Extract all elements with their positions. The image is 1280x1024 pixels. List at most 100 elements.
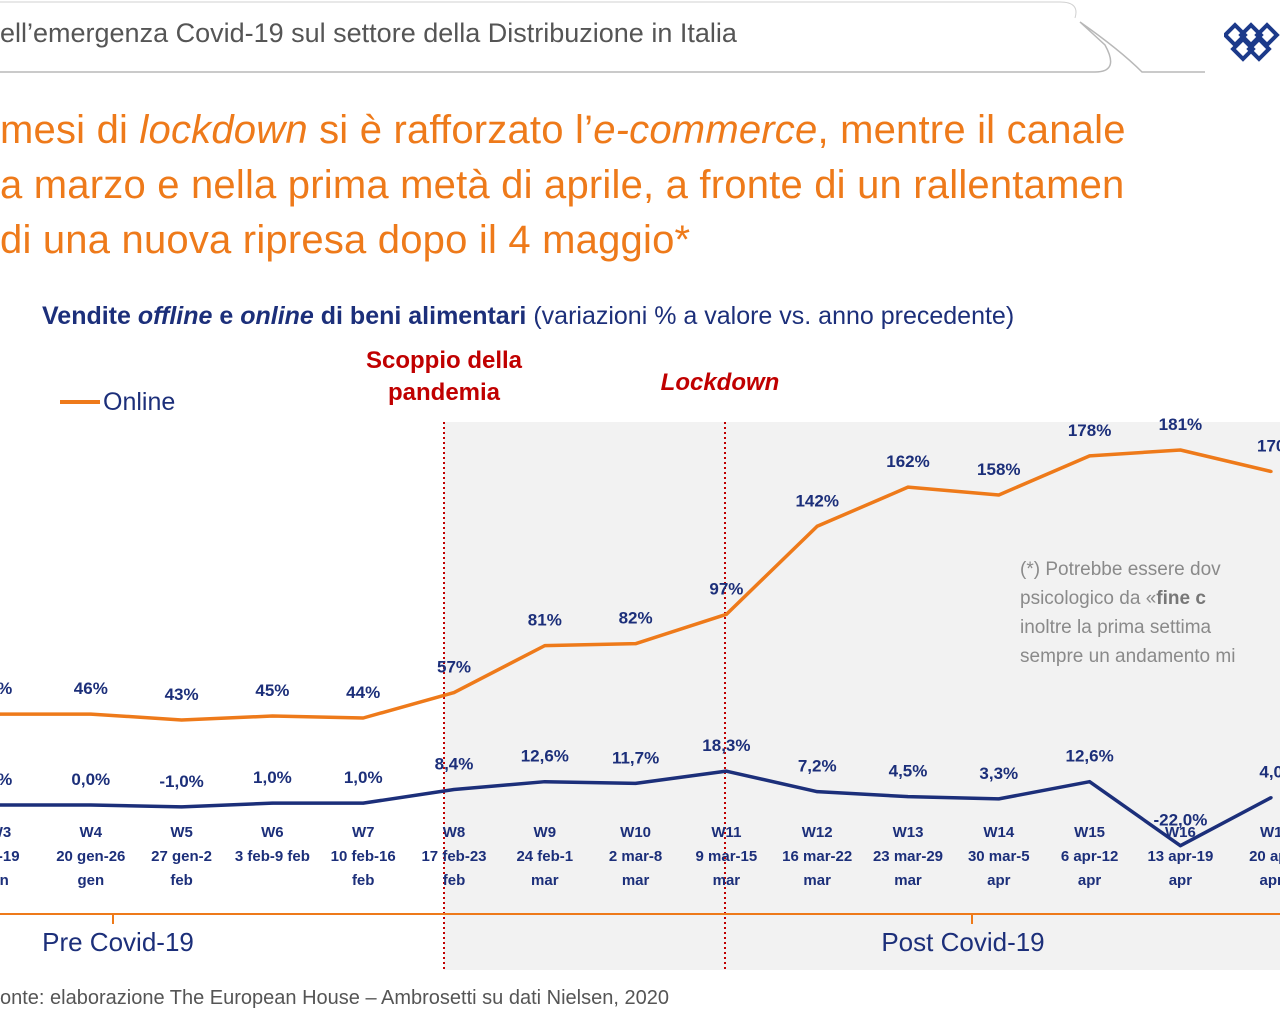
- data-point-offline: [1088, 780, 1092, 784]
- x-date-label: mar: [803, 872, 831, 889]
- data-point-offline: [452, 787, 456, 791]
- data-label-offline: 0,0%: [71, 770, 110, 789]
- headline-text: mesi di: [0, 108, 140, 152]
- x-tick-label: W10: [620, 824, 651, 841]
- data-point-offline: [724, 769, 728, 773]
- subtitle-text: online: [240, 302, 314, 330]
- headline-text: si è rafforzato l’: [307, 108, 594, 152]
- x-tick-label: W8: [443, 824, 466, 841]
- event-label: pandemia: [388, 379, 501, 406]
- x-date-label: apr: [1169, 872, 1193, 889]
- x-date-label: gen: [77, 872, 104, 889]
- x-date-label: apr: [1078, 872, 1102, 889]
- x-date-label: 16 mar-22: [782, 848, 852, 865]
- data-point-online: [815, 524, 819, 528]
- data-label-online: 6%: [0, 679, 12, 698]
- x-date-label: 9 mar-15: [696, 848, 758, 865]
- data-point-online: [452, 691, 456, 695]
- x-tick-label: W1: [1260, 824, 1280, 841]
- data-label-online: 43%: [165, 685, 199, 704]
- data-point-online: [906, 485, 910, 489]
- data-point-offline: [1178, 844, 1182, 848]
- data-label-online: 97%: [709, 579, 743, 598]
- data-point-online: [724, 612, 728, 616]
- data-label-online: 170: [1257, 437, 1280, 456]
- headline-line-2: a marzo e nella prima metà di aprile, a …: [0, 163, 1125, 207]
- footnote-text-bold: fine c: [1156, 588, 1206, 609]
- data-label-online: 82%: [619, 609, 653, 628]
- x-date-label: mar: [894, 872, 922, 889]
- data-point-online: [543, 644, 547, 648]
- x-date-label: en: [0, 872, 9, 889]
- data-label-online: 46%: [74, 679, 108, 698]
- data-point-online: [0, 712, 2, 716]
- data-label-offline: 18,3%: [702, 736, 750, 755]
- legend-online-label: Online: [103, 388, 175, 416]
- headline-line-3: di una nuova ripresa dopo il 4 maggio*: [0, 218, 691, 262]
- data-point-offline: [997, 797, 1001, 801]
- data-label-offline: 7,2%: [798, 757, 837, 776]
- header-decoration: [0, 1, 1205, 73]
- ambrosetti-logo-icon: [1224, 22, 1280, 62]
- data-point-online: [634, 642, 638, 646]
- post-covid-shading: [444, 422, 1280, 970]
- x-date-label: feb: [170, 872, 193, 889]
- x-date-label: 20 apr: [1249, 848, 1280, 865]
- x-date-label: feb: [352, 872, 375, 889]
- data-label-online: 158%: [977, 460, 1020, 479]
- x-tick-label: W5: [170, 824, 193, 841]
- x-date-label: 23 mar-29: [873, 848, 943, 865]
- chart-subtitle: Vendite offline e online di beni aliment…: [42, 302, 1014, 331]
- x-date-label: mar: [713, 872, 741, 889]
- footnote-text: psicologico da «: [1020, 588, 1157, 609]
- subtitle-text: offline: [137, 302, 213, 330]
- period-label-post: Post Covid-19: [881, 927, 1044, 957]
- footnote-line: inoltre la prima settima: [1020, 617, 1212, 638]
- subtitle-text: Vendite: [42, 302, 138, 330]
- data-point-offline: [89, 803, 93, 807]
- headline-text-italic: lockdown: [139, 108, 308, 152]
- data-label-online: 57%: [437, 658, 471, 677]
- data-label-online: 181%: [1159, 415, 1202, 434]
- data-label-online: 162%: [886, 452, 929, 471]
- data-label-offline: 12,6%: [1065, 747, 1113, 766]
- data-point-offline: [180, 805, 184, 809]
- data-label-offline: -1,0%: [159, 772, 203, 791]
- x-tick-label: W6: [261, 824, 284, 841]
- data-point-offline: [0, 803, 2, 807]
- header-title: ell’emergenza Covid-19 sul settore della…: [0, 18, 737, 48]
- x-tick-label: W11: [711, 824, 741, 841]
- x-date-label: 13 apr-19: [1147, 848, 1213, 865]
- data-point-online: [1178, 448, 1182, 452]
- x-tick-label: W7: [352, 824, 375, 841]
- data-point-online: [361, 716, 365, 720]
- data-point-offline: [906, 795, 910, 799]
- x-tick-label: W9: [534, 824, 557, 841]
- data-point-online: [180, 718, 184, 722]
- data-point-online: [89, 712, 93, 716]
- x-date-label: 17 feb-23: [421, 848, 486, 865]
- data-label-offline: 0%: [0, 770, 12, 789]
- period-label-pre: Pre Covid-19: [42, 927, 194, 957]
- data-label-online: 45%: [255, 681, 289, 700]
- headline-line-1: mesi di lockdown si è rafforzato l’e-com…: [0, 108, 1126, 153]
- data-point-online: [1269, 470, 1273, 474]
- data-point-offline: [1269, 796, 1273, 800]
- footnote-line: sempre un andamento mi: [1020, 646, 1236, 667]
- data-label-offline: 4,0: [1259, 763, 1280, 782]
- headline-text: , mentre il canale: [817, 108, 1126, 152]
- data-label-online: 81%: [528, 611, 562, 630]
- subtitle-text: e: [212, 302, 241, 330]
- data-label-offline: 1,0%: [344, 768, 383, 787]
- event-label: Scoppio della: [366, 347, 523, 374]
- data-label-online: 178%: [1068, 421, 1111, 440]
- data-label-online: 44%: [346, 683, 380, 702]
- x-date-label: 10 feb-16: [331, 848, 396, 865]
- x-date-label: mar: [531, 872, 559, 889]
- x-date-label: 20 gen-26: [56, 848, 125, 865]
- source-note: onte: elaborazione The European House – …: [0, 987, 669, 1009]
- data-label-offline: 1,0%: [253, 768, 292, 787]
- data-point-offline: [361, 801, 365, 805]
- x-tick-label: W13: [893, 824, 924, 841]
